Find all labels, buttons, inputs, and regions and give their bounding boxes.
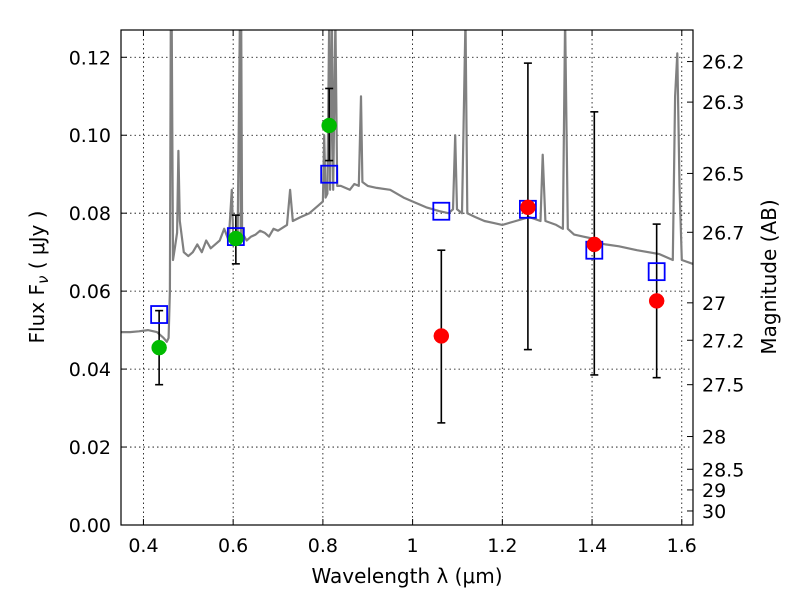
x-tick-label: 0.4 [128,535,158,557]
low-significance-point [648,293,665,309]
detection-point [321,117,337,134]
x-tick-label: 1.2 [487,535,517,557]
y-tick-label: 0.12 [69,47,111,69]
detection-point [228,230,244,247]
plot-area [121,30,693,424]
x-axis-label: Wavelength λ (μm) [311,564,502,588]
low-significance-point [586,236,603,253]
x-tick-label: 1.6 [667,535,697,557]
y2-tick-label: 27.5 [702,375,744,397]
low-significance-point [433,328,450,344]
plot-frame [120,29,694,526]
y-axis-label: Flux Fν ( μJy ) [25,211,52,344]
x-tick-label: 1.4 [577,535,607,557]
x-tick-label: 1 [407,535,419,557]
model-photometry-point [150,305,169,324]
y-tick-label: 0.08 [69,203,111,225]
y-tick-label: 0.10 [69,125,111,147]
model-photometry-point [432,201,451,221]
low-significance-point [520,199,536,216]
y2-tick-label: 28 [702,427,726,449]
x-tick-label: 0.8 [308,535,338,557]
y-tick-label: 0.00 [69,515,111,537]
y2-tick-label: 30 [702,501,726,523]
x-tick-label: 0.6 [218,535,248,557]
y-tick-label: 0.04 [69,359,111,381]
detection-point [151,339,167,356]
y2-tick-label: 26.5 [702,163,744,185]
grid-lines [121,30,693,525]
y-tick-label: 0.06 [69,281,111,303]
y2-tick-label: 29 [702,480,726,502]
y2-tick-label: 28.5 [702,459,744,481]
y-axis-label-unit: ( μJy ) [25,211,49,276]
model-photometry-point [320,164,339,184]
y2-tick-label: 26.7 [702,222,744,244]
model-spectrum-line [121,30,693,343]
y-tick-label: 0.02 [69,437,111,459]
axes: 0.4 0.6 0.8 1 1.2 1.4 1.6 0.00 0.02 0.04 0.06 0.08 0… [69,30,744,557]
y2-tick-label: 26.2 [702,52,744,74]
y-axis-label-main: Flux F [25,284,49,343]
y2-axis-label: Magnitude (AB) [757,199,781,354]
y2-tick-label: 26.3 [702,92,744,114]
y-axis-label-subscript: ν [34,276,52,284]
model-photometry-point [647,262,666,282]
y2-tick-label: 27 [702,293,726,315]
y2-tick-label: 27.2 [702,330,744,352]
